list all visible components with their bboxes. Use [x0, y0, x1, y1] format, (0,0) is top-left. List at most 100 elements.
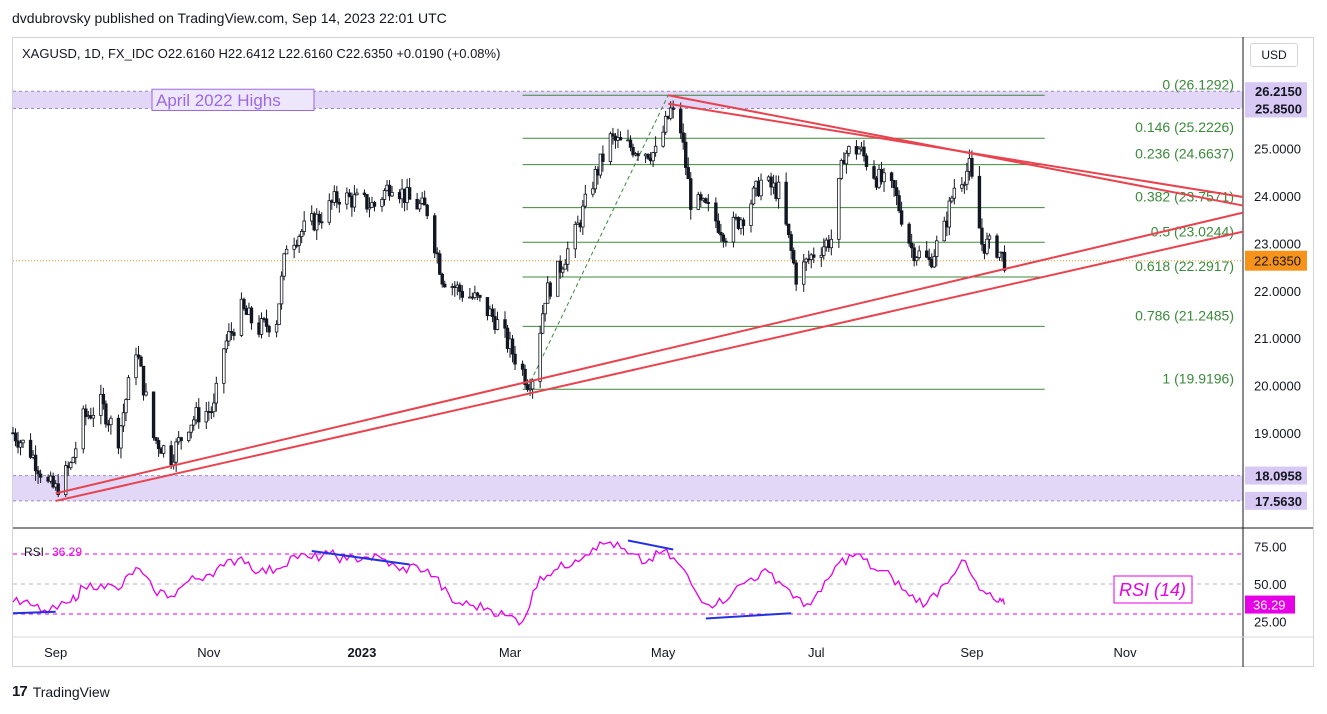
candle-body: [543, 302, 547, 315]
candle-body: [51, 475, 55, 488]
candle-body: [962, 183, 967, 186]
footer-brand[interactable]: 17 TradingView: [12, 683, 110, 700]
candle-body: [912, 247, 916, 262]
candle-body: [581, 205, 585, 228]
candle-body: [724, 240, 728, 243]
candle-body: [74, 448, 78, 458]
candle-body: [109, 417, 113, 426]
candle-body: [523, 368, 527, 386]
candle-body: [503, 319, 507, 329]
fibonacci-retracement: 0 (26.1292) 0.146 (25.2226) 0.236 (24.6637…: [13, 76, 1243, 390]
candle-body: [786, 223, 791, 236]
candle-body: [495, 319, 500, 330]
candle-body: [435, 252, 439, 255]
time-axis-label: May: [651, 645, 676, 660]
price-axis-label: 25.0000: [1254, 142, 1301, 157]
candle-body: [686, 167, 690, 180]
candle-body: [69, 462, 73, 469]
candle-body: [699, 194, 703, 201]
candle-body: [505, 327, 510, 350]
candle-body: [197, 407, 201, 423]
candle-body: [380, 199, 384, 207]
candle-body: [804, 258, 808, 263]
candle-body: [284, 248, 289, 255]
candle-body: [681, 132, 685, 143]
rsi-axis-label: 75.00: [1254, 540, 1287, 555]
candle-body: [475, 292, 480, 296]
candle-body: [857, 148, 861, 155]
candle-body: [731, 216, 736, 243]
candle-body: [335, 191, 339, 203]
candle-body: [997, 251, 1002, 258]
candle-body: [443, 283, 447, 288]
candle-body: [204, 411, 208, 423]
candle-body: [417, 203, 422, 210]
candle-body: [540, 313, 545, 334]
trendline: [55, 230, 1244, 502]
candle-body: [689, 178, 693, 210]
candle-body: [317, 213, 321, 223]
candle-body: [21, 439, 25, 444]
time-axis-label: Nov: [197, 645, 221, 660]
candle-body: [320, 221, 324, 224]
candle-body: [822, 246, 826, 256]
candle-body: [18, 442, 23, 448]
price-axis-label: 24.0000: [1254, 189, 1301, 204]
candle-body: [719, 232, 723, 236]
candle-body: [136, 354, 141, 358]
candle-body: [387, 184, 392, 197]
trendlines: [55, 94, 1244, 502]
candle-body: [104, 403, 108, 425]
rsi-title: RSI: [24, 545, 44, 559]
rsi-line: [12, 540, 1006, 626]
candle-body: [352, 194, 357, 208]
candle-body: [433, 215, 437, 254]
candle-body: [847, 146, 851, 154]
candle-body: [277, 303, 281, 325]
candle-body: [892, 180, 896, 189]
price-axis-tag-label: 17.5630: [1255, 494, 1302, 509]
candle-body: [229, 331, 234, 333]
candle-body: [56, 483, 60, 496]
candle-body: [558, 260, 562, 273]
fib-level-label: 0.786 (21.2485): [1135, 307, 1234, 323]
candle-body: [490, 308, 495, 317]
candle-body: [294, 244, 299, 247]
zone-label-box: [151, 88, 315, 112]
current-price-label: 22.6350: [1254, 254, 1301, 269]
currency-button[interactable]: USD: [1250, 43, 1298, 67]
candle-body: [302, 220, 306, 232]
candle-body: [189, 424, 193, 433]
candle-body: [169, 445, 173, 466]
candle-body: [618, 137, 623, 141]
candle-body: [844, 152, 849, 165]
candle-body: [653, 145, 658, 153]
candle-body: [249, 307, 254, 324]
time-axis-label: Nov: [1113, 645, 1137, 660]
fib-level-label: 1 (19.9196): [1162, 370, 1234, 386]
candle-body: [279, 275, 284, 305]
candle-body: [84, 408, 88, 418]
candle-body: [121, 412, 126, 427]
price-axis-label: 23.0000: [1254, 236, 1301, 251]
candle-body: [917, 250, 921, 258]
candle-body: [899, 210, 904, 225]
candle-body: [161, 445, 166, 454]
rsi-legend-label: RSI (14): [1119, 580, 1186, 600]
candle-body: [124, 399, 128, 414]
candle-body: [144, 391, 148, 396]
candle-body: [460, 291, 465, 298]
candle-body: [355, 192, 359, 196]
candle-body: [13, 432, 18, 442]
candle-body: [987, 235, 992, 240]
candle-body: [141, 365, 146, 396]
rsi-divergence-line: [311, 550, 410, 566]
candle-body: [64, 465, 68, 496]
candle-body: [510, 338, 515, 355]
candle-body: [935, 240, 939, 257]
candle-body: [337, 201, 342, 205]
candle-body: [134, 354, 138, 379]
price-axis-label: 20.0000: [1254, 378, 1301, 393]
current-price-tag: [1245, 250, 1307, 271]
